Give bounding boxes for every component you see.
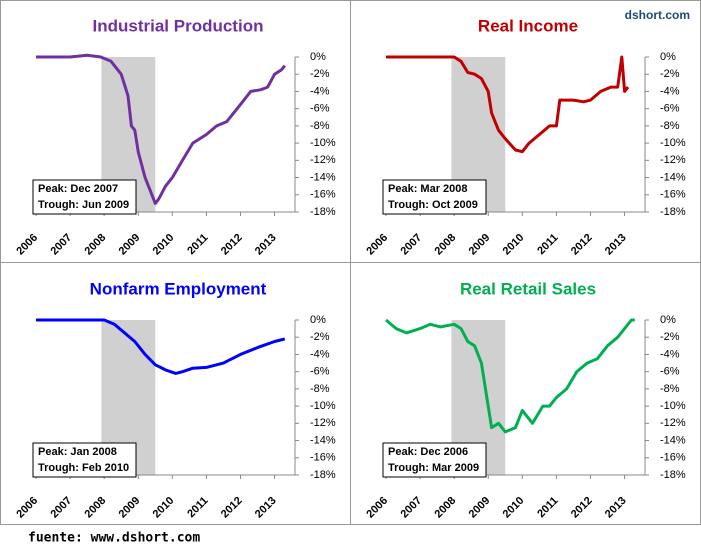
x-tick-label: 2011	[185, 232, 210, 257]
panel-title: Real Income	[478, 16, 578, 35]
y-tick-label: -8%	[660, 383, 680, 395]
y-tick-label: -16%	[310, 189, 336, 201]
x-tick-label: 2008	[83, 232, 109, 258]
annotation: Peak: Mar 2008	[388, 183, 468, 195]
x-tick-label: 2012	[219, 232, 245, 258]
x-tick-label: 2012	[569, 495, 595, 521]
y-tick-label: -2%	[660, 68, 680, 80]
y-tick-label: -14%	[310, 171, 336, 183]
y-tick-label: -4%	[310, 85, 330, 97]
x-tick-label: 2012	[569, 232, 595, 258]
y-tick-label: -18%	[660, 469, 686, 481]
y-tick-label: -10%	[660, 137, 686, 149]
x-tick-label: 2006	[364, 495, 390, 521]
x-tick-label: 2013	[603, 232, 629, 258]
annotation-box	[32, 442, 137, 478]
y-tick-label: 0%	[660, 51, 676, 63]
y-tick-label: -6%	[660, 366, 680, 378]
y-tick-label: -18%	[310, 206, 336, 218]
y-tick-label: -2%	[310, 68, 330, 80]
x-tick-label: 2008	[433, 495, 459, 521]
y-tick-label: -12%	[660, 417, 686, 429]
x-tick-label: 2006	[14, 495, 40, 521]
annotation-box	[382, 442, 487, 478]
x-tick-label: 2009	[467, 232, 493, 258]
x-tick-label: 2011	[535, 495, 560, 520]
y-tick-label: -14%	[660, 171, 686, 183]
x-tick-label: 2009	[117, 232, 143, 258]
y-tick-label: -16%	[660, 189, 686, 201]
y-tick-label: -12%	[660, 154, 686, 166]
y-tick-label: -8%	[310, 120, 330, 132]
y-tick-label: 0%	[310, 314, 326, 326]
annotation: Trough: Mar 2009	[388, 462, 479, 474]
y-tick-label: -14%	[660, 434, 686, 446]
annotation: Trough: Jun 2009	[38, 199, 129, 211]
x-tick-label: 2009	[117, 495, 143, 521]
y-tick-label: -8%	[660, 120, 680, 132]
y-tick-label: -12%	[310, 417, 336, 429]
x-tick-label: 2008	[83, 495, 109, 521]
x-tick-label: 2012	[219, 495, 245, 521]
x-tick-label: 2011	[535, 232, 560, 257]
y-tick-label: -10%	[310, 137, 336, 149]
data-line	[386, 55, 630, 154]
x-tick-label: 2008	[433, 232, 459, 258]
x-tick-label: 2007	[48, 495, 74, 521]
y-tick-label: 0%	[310, 51, 326, 63]
y-tick-label: -8%	[310, 383, 330, 395]
y-tick-label: -16%	[310, 452, 336, 464]
x-tick-label: 2009	[467, 495, 493, 521]
y-tick-label: -10%	[310, 400, 336, 412]
x-tick-label: 2011	[185, 495, 210, 520]
y-tick-label: -16%	[660, 452, 686, 464]
x-tick-label: 2010	[151, 232, 177, 258]
y-tick-label: -4%	[660, 348, 680, 360]
x-tick-label: 2007	[398, 232, 424, 258]
y-tick-label: -4%	[660, 85, 680, 97]
x-tick-label: 2013	[253, 232, 279, 258]
y-tick-label: -4%	[310, 348, 330, 360]
y-tick-label: -18%	[660, 206, 686, 218]
x-tick-label: 2006	[14, 232, 40, 258]
y-tick-label: 0%	[660, 314, 676, 326]
annotation-box	[32, 179, 137, 215]
y-tick-label: -2%	[310, 331, 330, 343]
x-tick-label: 2010	[501, 495, 527, 521]
y-tick-label: -6%	[310, 366, 330, 378]
annotation: Peak: Dec 2006	[388, 446, 468, 458]
annotation: Peak: Dec 2007	[38, 183, 118, 195]
x-tick-label: 2010	[501, 232, 527, 258]
x-tick-label: 2013	[253, 495, 279, 521]
x-tick-label: 2006	[364, 232, 390, 258]
panel-title: Nonfarm Employment	[90, 279, 267, 298]
x-tick-label: 2007	[398, 495, 424, 521]
x-tick-label: 2010	[151, 495, 177, 521]
y-tick-label: -18%	[310, 469, 336, 481]
y-tick-label: -2%	[660, 331, 680, 343]
y-tick-label: -10%	[660, 400, 686, 412]
brand: dshort.com	[625, 8, 690, 22]
footer: fuente: www.dshort.com	[28, 531, 200, 545]
x-tick-label: 2007	[48, 232, 74, 258]
y-tick-label: -12%	[310, 154, 336, 166]
panel-title: Real Retail Sales	[460, 279, 596, 298]
data-line	[36, 53, 286, 205]
annotation: Trough: Oct 2009	[388, 199, 478, 211]
y-tick-label: -14%	[310, 434, 336, 446]
annotation: Peak: Jan 2008	[38, 446, 117, 458]
data-line	[36, 318, 286, 375]
annotation: Trough: Feb 2010	[38, 462, 129, 474]
annotation-box	[382, 179, 487, 215]
panel-title: Industrial Production	[93, 16, 264, 35]
y-tick-label: -6%	[660, 103, 680, 115]
data-line	[385, 318, 635, 434]
x-tick-label: 2013	[603, 495, 629, 521]
y-tick-label: -6%	[310, 103, 330, 115]
